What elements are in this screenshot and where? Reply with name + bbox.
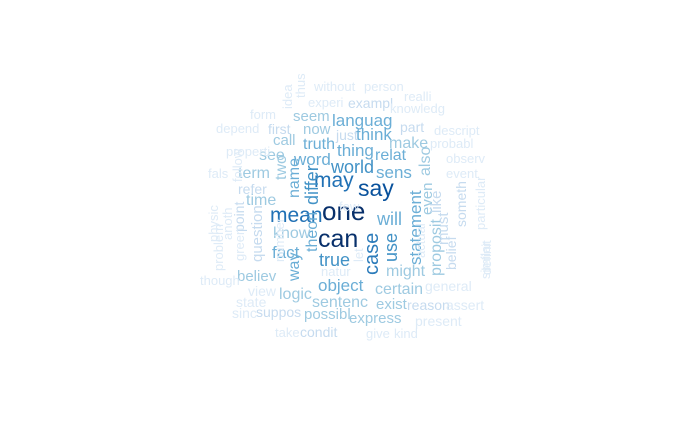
word: now	[303, 121, 331, 138]
word: present	[415, 313, 462, 329]
word: event	[446, 166, 478, 181]
word: fals	[208, 166, 229, 181]
word: languag	[332, 111, 393, 130]
word: physic	[206, 205, 221, 242]
word: sens	[376, 163, 412, 182]
word: form	[250, 107, 276, 122]
word: mean	[270, 204, 323, 227]
word: truth	[303, 136, 336, 153]
word: thus	[293, 73, 308, 98]
word: realli	[404, 89, 432, 104]
word: though	[200, 273, 240, 288]
word: make	[389, 135, 429, 152]
word: logic	[279, 286, 312, 303]
word: assert	[446, 297, 485, 313]
word: one	[322, 196, 366, 226]
word: state	[236, 294, 267, 310]
word: person	[364, 79, 404, 94]
word: know	[273, 225, 311, 242]
word: use	[381, 232, 401, 262]
word: word	[294, 150, 331, 169]
word: express	[349, 310, 402, 327]
word: world	[331, 157, 375, 177]
word: thing	[337, 141, 374, 160]
word: see	[259, 147, 285, 164]
word: exist	[376, 296, 407, 313]
word: sinc	[232, 305, 257, 321]
word: way	[286, 252, 303, 281]
word: just	[336, 127, 358, 143]
word: natur	[321, 264, 351, 279]
word: question	[249, 205, 266, 262]
word: say	[358, 175, 394, 201]
word: suppos	[256, 304, 302, 320]
word: similar	[478, 241, 493, 279]
word: will	[377, 209, 402, 229]
word: take	[275, 325, 300, 340]
word: experi	[308, 95, 344, 110]
word: possibl	[304, 306, 351, 323]
word: descript	[434, 123, 480, 138]
word: term	[238, 165, 270, 182]
word: can	[318, 225, 359, 253]
word: anoth	[220, 207, 235, 240]
word: believ	[237, 268, 277, 285]
word: let	[351, 248, 366, 262]
word: sentenc	[312, 294, 369, 311]
word: view	[248, 283, 277, 299]
word: first	[268, 121, 291, 137]
word: belief	[443, 236, 459, 270]
word: fact	[272, 243, 300, 262]
word: true	[319, 250, 351, 270]
word: part	[400, 119, 425, 135]
word: might	[386, 263, 426, 280]
word: object	[318, 276, 364, 295]
word: reason	[407, 297, 450, 313]
word: like	[428, 190, 445, 213]
word: kind	[394, 326, 418, 341]
word: general	[425, 278, 472, 294]
word: actual	[413, 223, 428, 258]
word: two	[273, 155, 290, 180]
word: relat	[375, 147, 407, 164]
word: properti	[226, 144, 271, 159]
word: call	[273, 132, 296, 149]
word: think	[356, 125, 392, 144]
word: time	[246, 192, 277, 209]
word: someth	[453, 181, 469, 227]
word: differ	[302, 165, 322, 205]
word: observ	[446, 151, 486, 166]
word: knowledg	[390, 101, 445, 116]
word: exampl	[348, 95, 394, 111]
word: give	[366, 326, 390, 341]
word: few	[339, 199, 360, 214]
word: depend	[216, 121, 260, 136]
word: refer	[238, 181, 267, 197]
word: probabl	[430, 136, 474, 151]
word: seem	[293, 108, 330, 125]
word: number	[272, 217, 287, 262]
word: may	[314, 169, 354, 192]
word: without	[314, 79, 356, 94]
word: condit	[300, 324, 338, 340]
word: certain	[375, 281, 424, 298]
word: particular	[473, 176, 488, 230]
